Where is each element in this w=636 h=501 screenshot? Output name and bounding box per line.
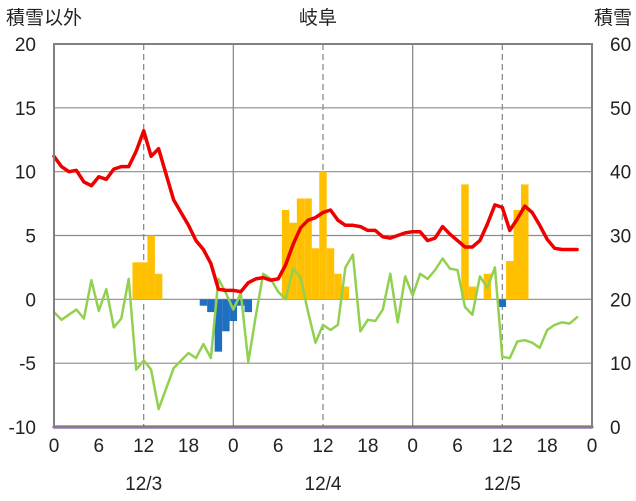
precip-bar — [521, 184, 529, 300]
precip-bar — [319, 171, 327, 300]
precip-bar — [139, 262, 148, 300]
precip-bar — [214, 299, 223, 352]
x-tick-label: 6 — [273, 436, 284, 457]
x-tick-label: 0 — [407, 436, 418, 457]
x-tick-label: 12 — [133, 436, 154, 457]
precip-bar — [513, 209, 522, 300]
right-tick-label: 10 — [610, 354, 631, 375]
right-tick-label: 50 — [610, 99, 631, 120]
precip-bar — [199, 299, 208, 306]
precip-bar — [468, 286, 477, 300]
right-tick-label: 20 — [610, 290, 631, 311]
precip-bar — [147, 235, 155, 300]
right-axis-label: 積雪 — [594, 7, 632, 29]
precip-bar — [289, 222, 297, 300]
x-tick-label: 0 — [228, 436, 239, 457]
precip-bar — [154, 273, 163, 300]
x-tick-label: 0 — [49, 436, 60, 457]
precip-bar — [296, 198, 305, 300]
x-tick-label: 18 — [357, 436, 378, 457]
left-tick-label: -5 — [19, 354, 36, 375]
precip-bar — [222, 299, 230, 332]
date-label: 12/5 — [484, 474, 521, 495]
left-tick-labels: -10 -5 0 5 10 15 20 — [9, 35, 36, 439]
x-tick-label: 6 — [452, 436, 463, 457]
precip-bar — [304, 198, 312, 300]
right-tick-label: 60 — [610, 35, 631, 56]
left-tick-label: 10 — [15, 163, 36, 184]
x-tick-label: 12 — [312, 436, 333, 457]
chart-title: 岐阜 — [299, 7, 337, 29]
date-labels: 12/3 12/4 12/5 — [125, 474, 521, 495]
left-tick-label: 0 — [25, 290, 36, 311]
precip-bar — [506, 261, 514, 300]
x-tick-label: 12 — [492, 436, 513, 457]
precip-bar — [334, 273, 342, 300]
left-tick-label: 20 — [15, 35, 36, 56]
right-tick-labels: 0 10 20 30 40 50 60 — [610, 35, 631, 439]
precip-bar — [244, 299, 253, 313]
vertical-gridlines — [143, 44, 503, 427]
right-tick-label: 0 — [610, 418, 621, 439]
right-tick-label: 30 — [610, 227, 631, 248]
date-label: 12/4 — [305, 474, 342, 495]
precip-bar — [326, 248, 335, 300]
precip-bar — [132, 262, 140, 300]
plot-frame — [53, 43, 593, 428]
left-tick-label: -10 — [9, 418, 36, 439]
left-tick-label: 5 — [25, 227, 36, 248]
precip-bar — [281, 209, 290, 300]
precip-bar — [341, 286, 350, 300]
precip-bar — [498, 299, 507, 307]
right-tick-label: 40 — [610, 163, 631, 184]
precip-bar — [207, 299, 215, 313]
date-label: 12/3 — [125, 474, 162, 495]
x-tick-label: 18 — [537, 436, 558, 457]
left-axis-label: 積雪以外 — [6, 7, 82, 29]
temperature-line — [52, 129, 579, 294]
x-tick-label: 0 — [587, 436, 598, 457]
left-tick-label: 15 — [15, 99, 36, 120]
x-tick-label: 18 — [178, 436, 199, 457]
precip-bar — [461, 184, 469, 300]
precip-bar — [311, 248, 320, 300]
x-tick-label: 6 — [94, 436, 105, 457]
x-tick-labels: 0 6 12 18 0 6 12 18 0 6 12 18 0 — [49, 436, 598, 457]
precipitation-bars — [132, 171, 529, 352]
green-series-line — [52, 253, 579, 411]
